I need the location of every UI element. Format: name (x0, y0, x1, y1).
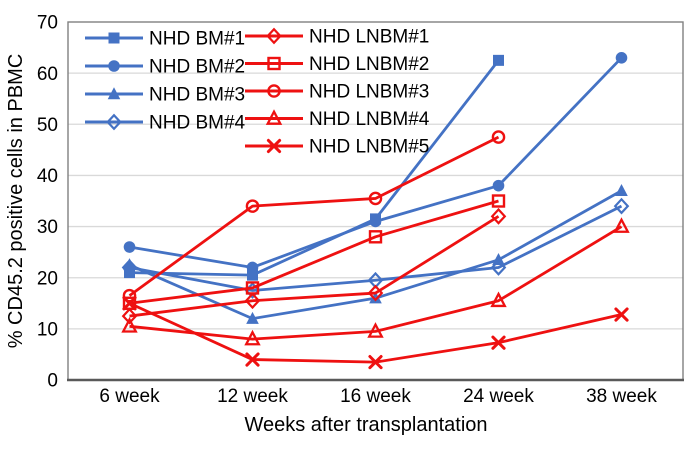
legend-label: NHD LNBM#5 (309, 137, 429, 158)
legend-item-nhd-bm-1: NHD BM#1 (85, 29, 245, 50)
data-marker-circle-filled (369, 215, 382, 228)
data-marker-circle-filled (615, 52, 628, 64)
series-nhd-lnbm-4 (121, 217, 630, 346)
data-marker-square-filled (247, 269, 258, 281)
data-marker-diamond-open (266, 27, 282, 45)
data-marker-diamond-open (121, 307, 138, 325)
data-marker-diamond-open (613, 197, 630, 215)
legend-label: NHD BM#3 (149, 85, 245, 106)
data-marker-diamond-open (490, 259, 507, 276)
x-axis-title: Weeks after transplantation (244, 414, 487, 436)
data-marker-circle-filled (246, 261, 259, 274)
y-axis-title: % CD45.2 positive cells in PBMC (5, 54, 27, 349)
legend-label: NHD LNBM#1 (309, 27, 429, 48)
y-tick-label-30: 30 (37, 217, 58, 238)
data-marker-triangle-open (244, 329, 261, 346)
legend-label: NHD LNBM#3 (309, 82, 429, 103)
data-marker-circle-open (267, 84, 281, 98)
y-tick-label-70: 70 (37, 13, 58, 34)
legend-item-nhd-bm-4: NHD BM#4 (85, 113, 246, 134)
data-marker-circle-filled (108, 60, 120, 72)
data-marker-x-cross (245, 352, 260, 367)
legend-label: NHD BM#4 (149, 113, 246, 134)
data-marker-x-cross (122, 296, 137, 311)
series-line (129, 215, 500, 318)
data-marker-triangle-filled (492, 253, 505, 266)
data-marker-triangle-filled (369, 291, 382, 304)
data-marker-triangle-open (367, 322, 384, 338)
y-tick-label-50: 50 (37, 115, 58, 136)
y-tick-label-20: 20 (37, 268, 58, 289)
data-marker-triangle-filled (107, 87, 121, 100)
x-tick-label-16-week: 16 week (340, 386, 411, 407)
x-tick-label-24-week: 24 week (463, 386, 534, 407)
data-marker-x-cross (266, 138, 282, 154)
data-marker-x-cross (614, 307, 629, 322)
data-marker-diamond-open (244, 292, 261, 310)
legend-label: NHD BM#1 (149, 29, 245, 50)
data-marker-x-cross (368, 355, 383, 370)
data-marker-circle-open (245, 199, 260, 213)
series-line (129, 59, 500, 277)
series-nhd-lnbm-2 (122, 194, 506, 310)
legend-item-nhd-bm-2: NHD BM#2 (85, 57, 245, 78)
y-tick-label-60: 60 (37, 64, 58, 85)
data-marker-square-open (122, 296, 137, 310)
data-marker-square-filled (124, 267, 135, 279)
data-marker-x-cross (491, 335, 506, 350)
series-nhd-lnbm-1 (121, 207, 507, 325)
x-tick-label-38-week: 38 week (586, 386, 657, 407)
legend-item-nhd-lnbm-5: NHD LNBM#5 (245, 137, 429, 158)
legend-label: NHD LNBM#4 (309, 109, 430, 130)
series-nhd-lnbm-5 (122, 296, 629, 370)
series-line (129, 204, 623, 292)
y-tick-label-40: 40 (37, 166, 58, 187)
data-marker-diamond-open (367, 284, 384, 302)
legend: NHD BM#1 NHD BM#2 NHD BM#3 NHD BM#4 NHD LNBM… (85, 27, 430, 158)
data-marker-triangle-open (490, 291, 507, 308)
legend-item-nhd-lnbm-2: NHD LNBM#2 (245, 54, 429, 75)
y-tick-label-10: 10 (37, 320, 58, 341)
x-tick-label-12-week: 12 week (217, 386, 288, 407)
data-marker-square-open (267, 56, 281, 71)
legend-label: NHD LNBM#2 (309, 54, 429, 75)
series-line (129, 225, 623, 341)
data-marker-triangle-filled (246, 311, 259, 324)
legend-item-nhd-lnbm-3: NHD LNBM#3 (245, 82, 429, 103)
data-marker-square-open (368, 230, 383, 244)
series-line (129, 199, 499, 305)
data-marker-square-filled (108, 32, 120, 44)
legend-item-nhd-lnbm-4: NHD LNBM#4 (245, 109, 430, 130)
data-marker-diamond-open (121, 259, 138, 276)
series-nhd-lnbm-3 (122, 130, 506, 303)
data-marker-triangle-open (265, 109, 283, 125)
legend-item-nhd-bm-3: NHD BM#3 (85, 85, 245, 106)
series-line (128, 135, 500, 297)
data-marker-triangle-open (613, 217, 630, 233)
data-marker-diamond-open (106, 113, 122, 131)
x-tick-label-6-week: 6 week (99, 386, 160, 407)
data-marker-circle-open (368, 191, 383, 206)
data-marker-square-filled (493, 54, 504, 66)
data-marker-diamond-open (490, 207, 507, 225)
data-marker-circle-open (491, 130, 506, 144)
data-marker-circle-filled (123, 241, 136, 253)
data-marker-triangle-filled (615, 183, 628, 196)
legend-label: NHD BM#2 (149, 57, 245, 78)
series-nhd-bm-2 (123, 52, 628, 274)
data-marker-square-open (245, 281, 260, 295)
data-marker-square-open (491, 194, 506, 208)
legend-item-nhd-lnbm-1: NHD LNBM#1 (245, 27, 429, 48)
data-marker-circle-filled (492, 179, 505, 192)
data-marker-triangle-open (121, 317, 138, 333)
y-tick-label-0: 0 (47, 371, 58, 392)
